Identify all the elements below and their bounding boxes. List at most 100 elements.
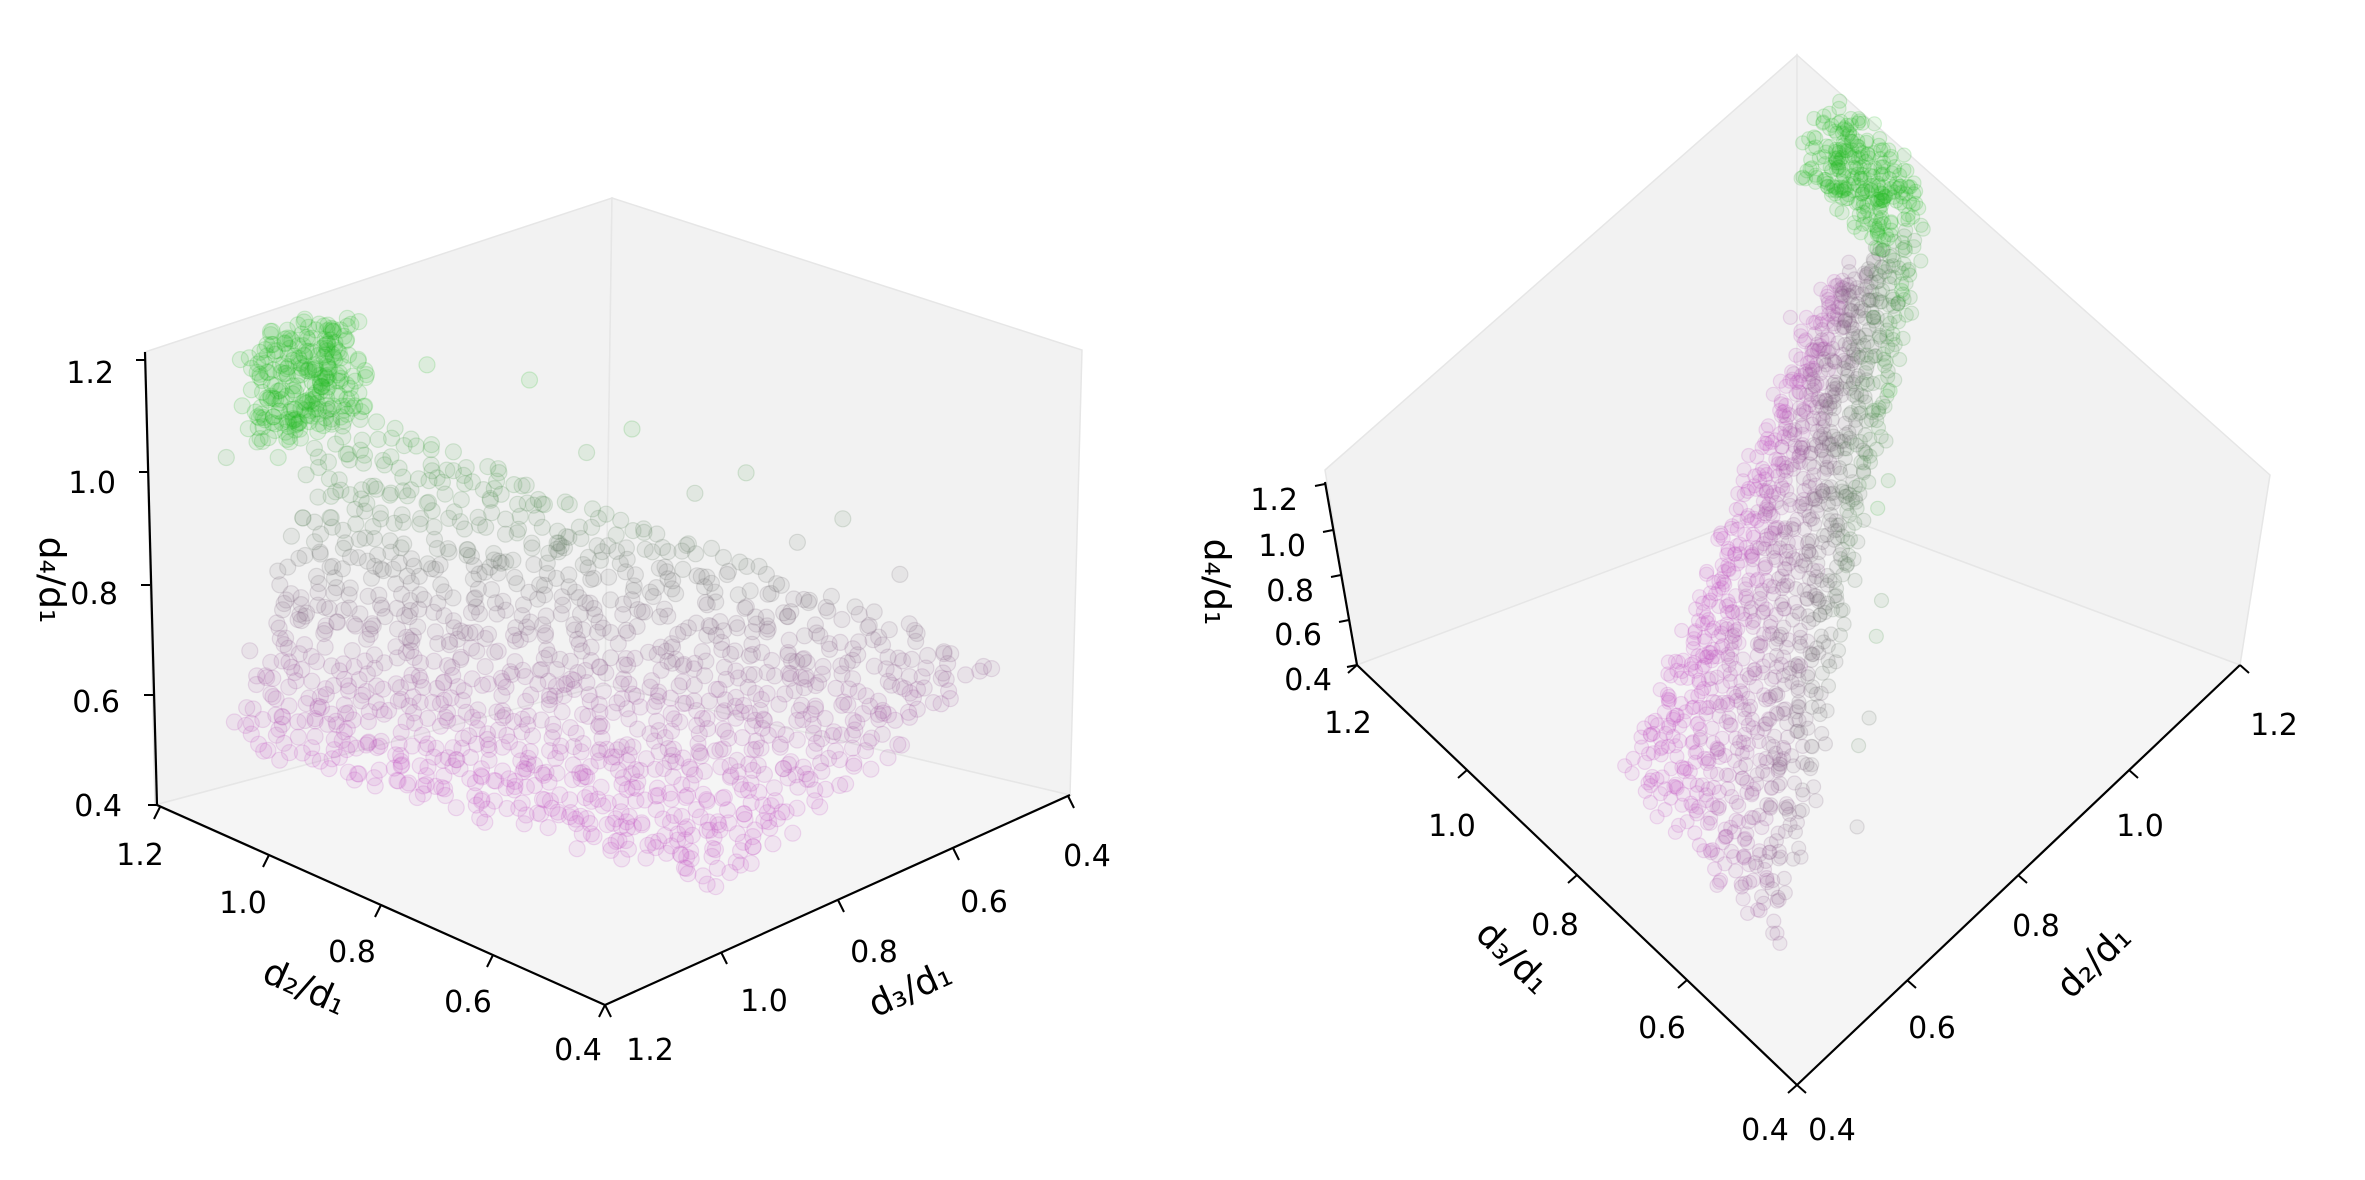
scatter-point <box>593 543 611 561</box>
scatter-point <box>696 593 715 612</box>
scatter-point <box>1826 316 1842 332</box>
scatter-point <box>608 741 626 759</box>
scatter-point <box>278 364 296 382</box>
scatter-point <box>343 641 361 660</box>
scatter-point <box>704 839 722 858</box>
scatter-point <box>415 590 433 609</box>
scatter-point <box>1761 844 1777 861</box>
scatter-point <box>1739 667 1755 683</box>
scatter-point <box>409 618 427 636</box>
scatter-point <box>1757 541 1773 557</box>
scatter-point <box>439 540 457 558</box>
scatter-point <box>277 591 295 609</box>
scatter-point <box>304 386 322 404</box>
scatter-point <box>572 770 590 788</box>
scatter-point <box>506 772 524 791</box>
scatter-point <box>728 751 746 770</box>
scatter-point <box>334 655 352 673</box>
scatter-point <box>552 537 570 555</box>
scatter-point <box>262 389 280 407</box>
scatter-point <box>576 661 595 680</box>
scatter-point <box>476 563 494 581</box>
scatter-point <box>1687 745 1703 761</box>
scatter-point <box>617 539 636 557</box>
scatter-point <box>608 694 626 712</box>
scatter-point <box>310 415 328 433</box>
scatter-point <box>431 717 449 735</box>
scatter-point <box>514 596 533 614</box>
scatter-point <box>560 496 578 514</box>
scatter-point <box>744 838 762 856</box>
scatter-point <box>658 563 676 581</box>
scatter-point <box>1765 579 1781 595</box>
scatter-point <box>1701 699 1717 716</box>
scatter-point <box>1702 764 1719 780</box>
scatter-point <box>1813 628 1829 644</box>
scatter-point <box>758 684 776 703</box>
scatter-point <box>366 777 384 795</box>
scatter-point <box>714 622 733 640</box>
scatter-point <box>1669 748 1685 765</box>
scatter-point <box>1683 661 1699 677</box>
scatter-point <box>330 387 349 405</box>
scatter-point <box>492 485 510 503</box>
scatter-point <box>1690 648 1706 664</box>
scatter-point <box>1765 872 1781 889</box>
scatter-point <box>623 591 641 609</box>
scatter-point <box>341 735 359 754</box>
scatter-point <box>383 429 401 447</box>
scatter-point <box>788 652 806 671</box>
scatter-point <box>1880 473 1896 489</box>
scatter-point <box>321 508 339 527</box>
scatter-point <box>267 706 285 724</box>
scatter-point <box>1758 811 1774 827</box>
scatter-point <box>535 766 553 784</box>
scatter-point <box>798 654 816 672</box>
scatter-point <box>752 690 771 709</box>
scatter-point <box>601 591 620 609</box>
scatter-point <box>1739 784 1755 801</box>
scatter-point <box>582 825 600 843</box>
scatter-point <box>599 794 617 812</box>
scatter-point <box>567 724 585 742</box>
scatter-point <box>1756 626 1772 642</box>
scatter-point <box>1728 863 1744 879</box>
scatter-point <box>376 607 394 626</box>
scatter-point <box>657 642 675 660</box>
left-y-tick-label: 0.4 <box>1063 839 1111 874</box>
scatter-point <box>1840 354 1856 370</box>
scatter-point <box>1754 439 1770 456</box>
scatter-point <box>1755 763 1771 779</box>
scatter-point <box>451 513 469 531</box>
scatter-point <box>1687 663 1704 679</box>
scatter-point <box>686 654 704 673</box>
scatter-point <box>397 628 416 646</box>
scatter-point <box>374 451 392 470</box>
scatter-point <box>1732 759 1749 776</box>
scatter-point <box>568 840 586 858</box>
scatter-point <box>479 736 498 754</box>
scatter-point <box>785 590 803 608</box>
scatter-point <box>1827 363 1844 379</box>
scatter-point <box>685 692 703 710</box>
scatter-point <box>408 788 426 807</box>
scatter-point <box>676 788 695 807</box>
scatter-point <box>1829 311 1845 328</box>
scatter-point <box>1739 483 1756 499</box>
scatter-point <box>1660 738 1677 755</box>
right-x-tick-label: 1.2 <box>2250 708 2298 743</box>
scatter-point <box>280 697 298 715</box>
scatter-point <box>1728 688 1744 705</box>
scatter-point <box>271 576 289 594</box>
scatter-point <box>589 790 607 808</box>
scatter-point <box>411 515 429 533</box>
scatter-point <box>1759 754 1775 770</box>
scatter-point <box>293 325 311 343</box>
scatter-point <box>687 614 705 632</box>
scatter-point <box>326 333 344 352</box>
scatter-point <box>380 701 398 720</box>
scatter-point <box>647 800 665 819</box>
scatter-point <box>358 630 376 648</box>
scatter-point <box>683 826 701 844</box>
scatter-point <box>382 543 400 561</box>
